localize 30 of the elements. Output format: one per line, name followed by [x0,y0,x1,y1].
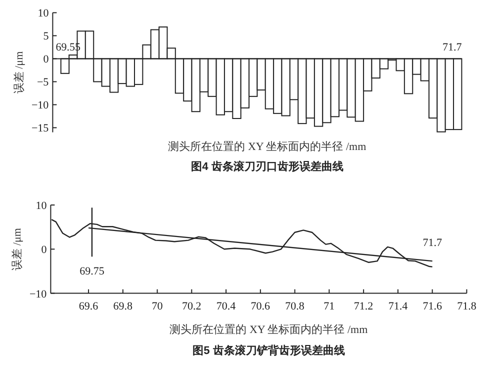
annotation: 71.7 [422,237,442,250]
x-axis-title: 测头所在位置的 XY 坐标面内的半径 /mm [168,140,367,153]
x-tick-label: 70.6 [250,300,271,312]
x-tick-label: 71.8 [457,300,477,312]
y-tick-label: 0 [41,244,48,256]
y-axis-title: 误差 /μm [14,50,26,94]
text: 图5 齿条滚刀铲背齿形误差曲线 [192,344,345,357]
y-tick-label: 5 [43,30,50,43]
y-tick-label: −5 [36,76,50,89]
x-tick-label: 71 [324,300,335,312]
x-tick-label: 71.2 [354,300,374,312]
annotation: 71.7 [442,42,462,54]
x-tick-label: 70.8 [285,300,305,312]
x-tick-label: 70.2 [182,300,202,312]
y-tick-label: −10 [29,288,48,300]
x-tick-label: 71.4 [388,300,408,312]
y-tick-label: −15 [31,122,50,135]
x-tick-label: 70.4 [216,300,236,312]
y-tick-label: −10 [31,100,50,112]
text: 图4 齿条滚刀刃口齿形误差曲线 [191,160,344,173]
x-tick-label: 69.6 [78,300,99,312]
x-axis-title: 测头所在位置的 XY 坐标面内的半径 /mm [170,323,368,336]
y-tick-label: 0 [43,54,50,66]
x-tick-label: 71.6 [422,300,442,312]
annotation: 69.75 [80,266,105,278]
x-tick-label: 69.8 [113,300,134,312]
y-tick-label: 10 [36,200,48,212]
x-tick-label: 70 [152,300,164,312]
y-tick-label: 10 [38,8,50,20]
y-axis-title: 误差 /μm [12,228,24,270]
